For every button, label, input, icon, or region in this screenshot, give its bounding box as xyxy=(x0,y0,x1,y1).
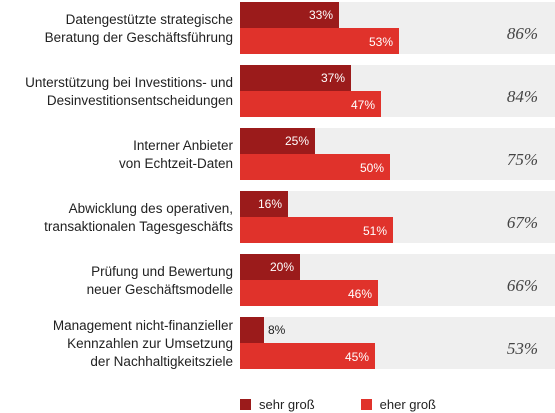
bar-eher-gross xyxy=(240,28,399,54)
bar-sehr-gross xyxy=(240,254,300,280)
bar-eher-gross xyxy=(240,343,375,369)
category-label: Desinvestitionsentscheidungen xyxy=(47,93,233,108)
total-label: 84% xyxy=(507,87,538,106)
value-label-eher-gross: 50% xyxy=(360,161,384,175)
bar-eher-gross xyxy=(240,217,393,243)
bar-eher-gross xyxy=(240,154,390,180)
value-label-eher-gross: 46% xyxy=(348,287,372,301)
category-label: Interner Anbieter xyxy=(133,138,233,153)
category-label: von Echtzeit-Daten xyxy=(119,156,233,171)
value-label-sehr-gross: 8% xyxy=(268,323,286,337)
category-label: Abwicklung des operativen, xyxy=(69,201,233,216)
category-label: der Nachhaltigkeitsziele xyxy=(90,354,233,369)
value-label-sehr-gross: 20% xyxy=(270,260,294,274)
legend-label-sehr-gross: sehr groß xyxy=(259,396,315,412)
bar-sehr-gross xyxy=(240,65,351,91)
category-label: Unterstützung bei Investitions- und xyxy=(25,75,233,90)
value-label-eher-gross: 53% xyxy=(369,35,393,49)
category-label: Management nicht-finanzieller xyxy=(53,318,234,333)
bar-eher-gross xyxy=(240,91,381,117)
bar-sehr-gross xyxy=(240,317,264,343)
value-label-sehr-gross: 16% xyxy=(258,197,282,211)
total-label: 67% xyxy=(507,213,538,232)
legend: sehr groß eher groß xyxy=(240,396,482,412)
bar-sehr-gross xyxy=(240,2,339,28)
bar-eher-gross xyxy=(240,280,378,306)
value-label-sehr-gross: 33% xyxy=(309,8,333,22)
bar-sehr-gross xyxy=(240,191,288,217)
legend-item-sehr-gross: sehr groß xyxy=(240,397,315,412)
value-label-eher-gross: 47% xyxy=(351,98,375,112)
value-label-eher-gross: 51% xyxy=(363,224,387,238)
category-label: Beratung der Geschäftsführung xyxy=(45,30,233,45)
total-label: 53% xyxy=(507,339,538,358)
value-label-sehr-gross: 25% xyxy=(285,134,309,148)
total-label: 75% xyxy=(507,150,538,169)
legend-label-eher-gross: eher groß xyxy=(379,396,437,412)
category-label: neuer Geschäftsmodelle xyxy=(87,282,233,297)
category-label: Kennzahlen zur Umsetzung xyxy=(67,336,233,351)
bar-sehr-gross xyxy=(240,128,315,154)
total-label: 66% xyxy=(507,276,538,295)
total-label: 86% xyxy=(507,24,538,43)
legend-swatch-sehr-gross xyxy=(240,398,251,410)
legend-item-eher-gross: eher groß xyxy=(360,396,437,412)
category-label: Datengestützte strategische xyxy=(66,12,233,27)
category-label: Prüfung und Bewertung xyxy=(91,264,233,279)
category-label: transaktionalen Tagesgeschäfts xyxy=(44,219,233,234)
value-label-sehr-gross: 37% xyxy=(321,71,345,85)
legend-swatch-eher-gross xyxy=(360,398,372,410)
value-label-eher-gross: 45% xyxy=(345,350,369,364)
